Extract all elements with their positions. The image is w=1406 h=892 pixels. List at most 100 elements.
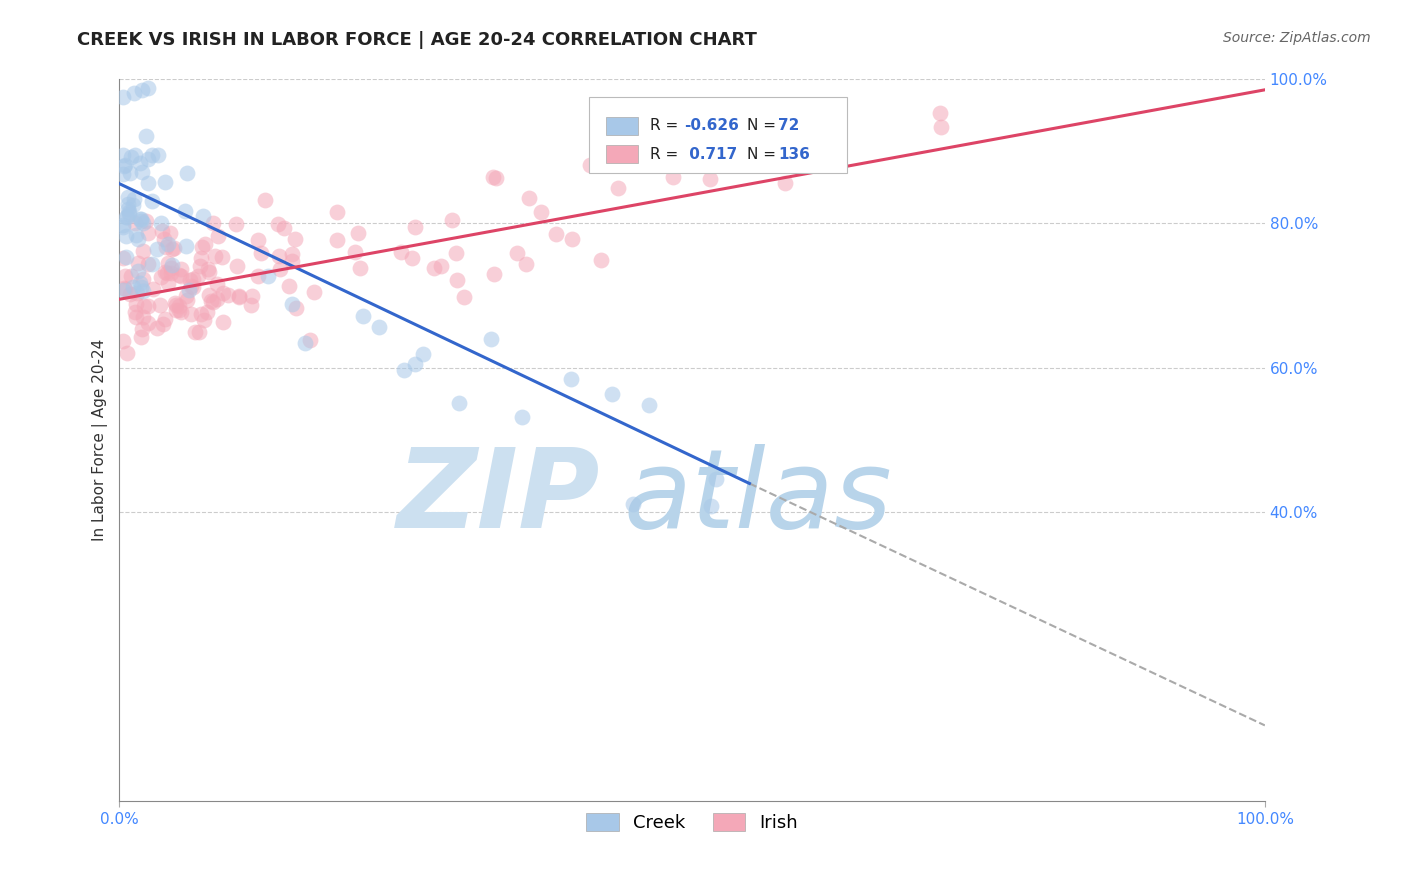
Point <box>173 204 195 219</box>
Point <box>136 177 159 191</box>
Point <box>699 171 721 186</box>
Point <box>225 218 247 232</box>
Point <box>176 166 198 180</box>
Point <box>131 165 153 179</box>
Point <box>163 241 186 255</box>
Point <box>367 319 389 334</box>
Point <box>120 151 142 165</box>
Point <box>404 220 426 235</box>
Point <box>114 210 136 224</box>
Point <box>281 253 304 268</box>
Point <box>111 218 134 232</box>
Point <box>176 289 198 303</box>
Point <box>167 303 190 318</box>
Point <box>127 286 149 301</box>
Point <box>132 310 155 325</box>
Point <box>267 249 290 263</box>
Point <box>226 259 249 273</box>
Point <box>202 217 225 231</box>
Point <box>160 266 183 280</box>
Point <box>193 237 215 252</box>
Point <box>155 311 177 326</box>
Point <box>281 297 304 311</box>
Bar <box>606 145 638 163</box>
Point <box>152 318 174 332</box>
Point <box>299 333 322 347</box>
Point <box>326 233 349 247</box>
Point <box>112 159 135 173</box>
Point <box>132 272 155 286</box>
Point <box>128 276 150 290</box>
Point <box>621 497 644 511</box>
Point <box>149 298 172 312</box>
Point <box>240 289 263 303</box>
Point <box>160 258 183 272</box>
Point <box>138 81 160 95</box>
Point <box>190 240 212 254</box>
Point <box>146 148 169 162</box>
Point <box>114 158 136 172</box>
Point <box>187 325 209 339</box>
Point <box>114 269 136 284</box>
Point <box>183 280 205 294</box>
Point <box>157 237 180 252</box>
Point <box>190 251 212 265</box>
Point <box>131 284 153 298</box>
Point <box>117 202 139 216</box>
Point <box>155 240 177 254</box>
Point <box>529 205 551 219</box>
Point <box>114 282 136 296</box>
Point <box>131 322 153 336</box>
Point <box>170 305 193 319</box>
Point <box>117 345 139 359</box>
Point <box>389 245 412 260</box>
Point <box>352 310 374 324</box>
Point <box>129 280 152 294</box>
Point <box>136 299 159 313</box>
Point <box>165 302 187 317</box>
Point <box>453 290 475 304</box>
Point <box>153 175 176 189</box>
Point <box>124 297 146 311</box>
Point <box>142 282 165 296</box>
Point <box>112 280 135 294</box>
Point <box>162 242 184 256</box>
Point <box>485 171 508 186</box>
Point <box>124 148 146 162</box>
Point <box>111 251 134 265</box>
Point <box>444 246 467 260</box>
Point <box>600 387 623 401</box>
Point <box>392 362 415 376</box>
Text: R =: R = <box>650 119 683 134</box>
Point <box>211 286 233 301</box>
Point <box>200 294 222 309</box>
Point <box>181 272 204 286</box>
Point <box>326 205 349 219</box>
Point <box>128 212 150 227</box>
Point <box>132 216 155 230</box>
Point <box>482 267 505 281</box>
Bar <box>606 117 638 136</box>
Point <box>201 295 224 310</box>
Point <box>125 227 148 242</box>
Point <box>122 280 145 294</box>
Point <box>115 211 138 225</box>
Point <box>136 257 159 271</box>
Point <box>111 90 134 104</box>
Point <box>141 194 163 208</box>
Point <box>159 226 181 240</box>
Point <box>152 232 174 246</box>
Point <box>294 335 316 350</box>
Point <box>118 207 141 221</box>
Point <box>773 176 796 190</box>
Point <box>180 279 202 293</box>
Point <box>197 262 219 277</box>
Point <box>165 298 187 312</box>
Text: -0.626: -0.626 <box>685 119 740 134</box>
Point <box>285 301 308 316</box>
Point <box>624 152 647 166</box>
Point <box>183 326 205 340</box>
Point <box>124 305 146 319</box>
Point <box>129 156 152 170</box>
Point <box>273 220 295 235</box>
